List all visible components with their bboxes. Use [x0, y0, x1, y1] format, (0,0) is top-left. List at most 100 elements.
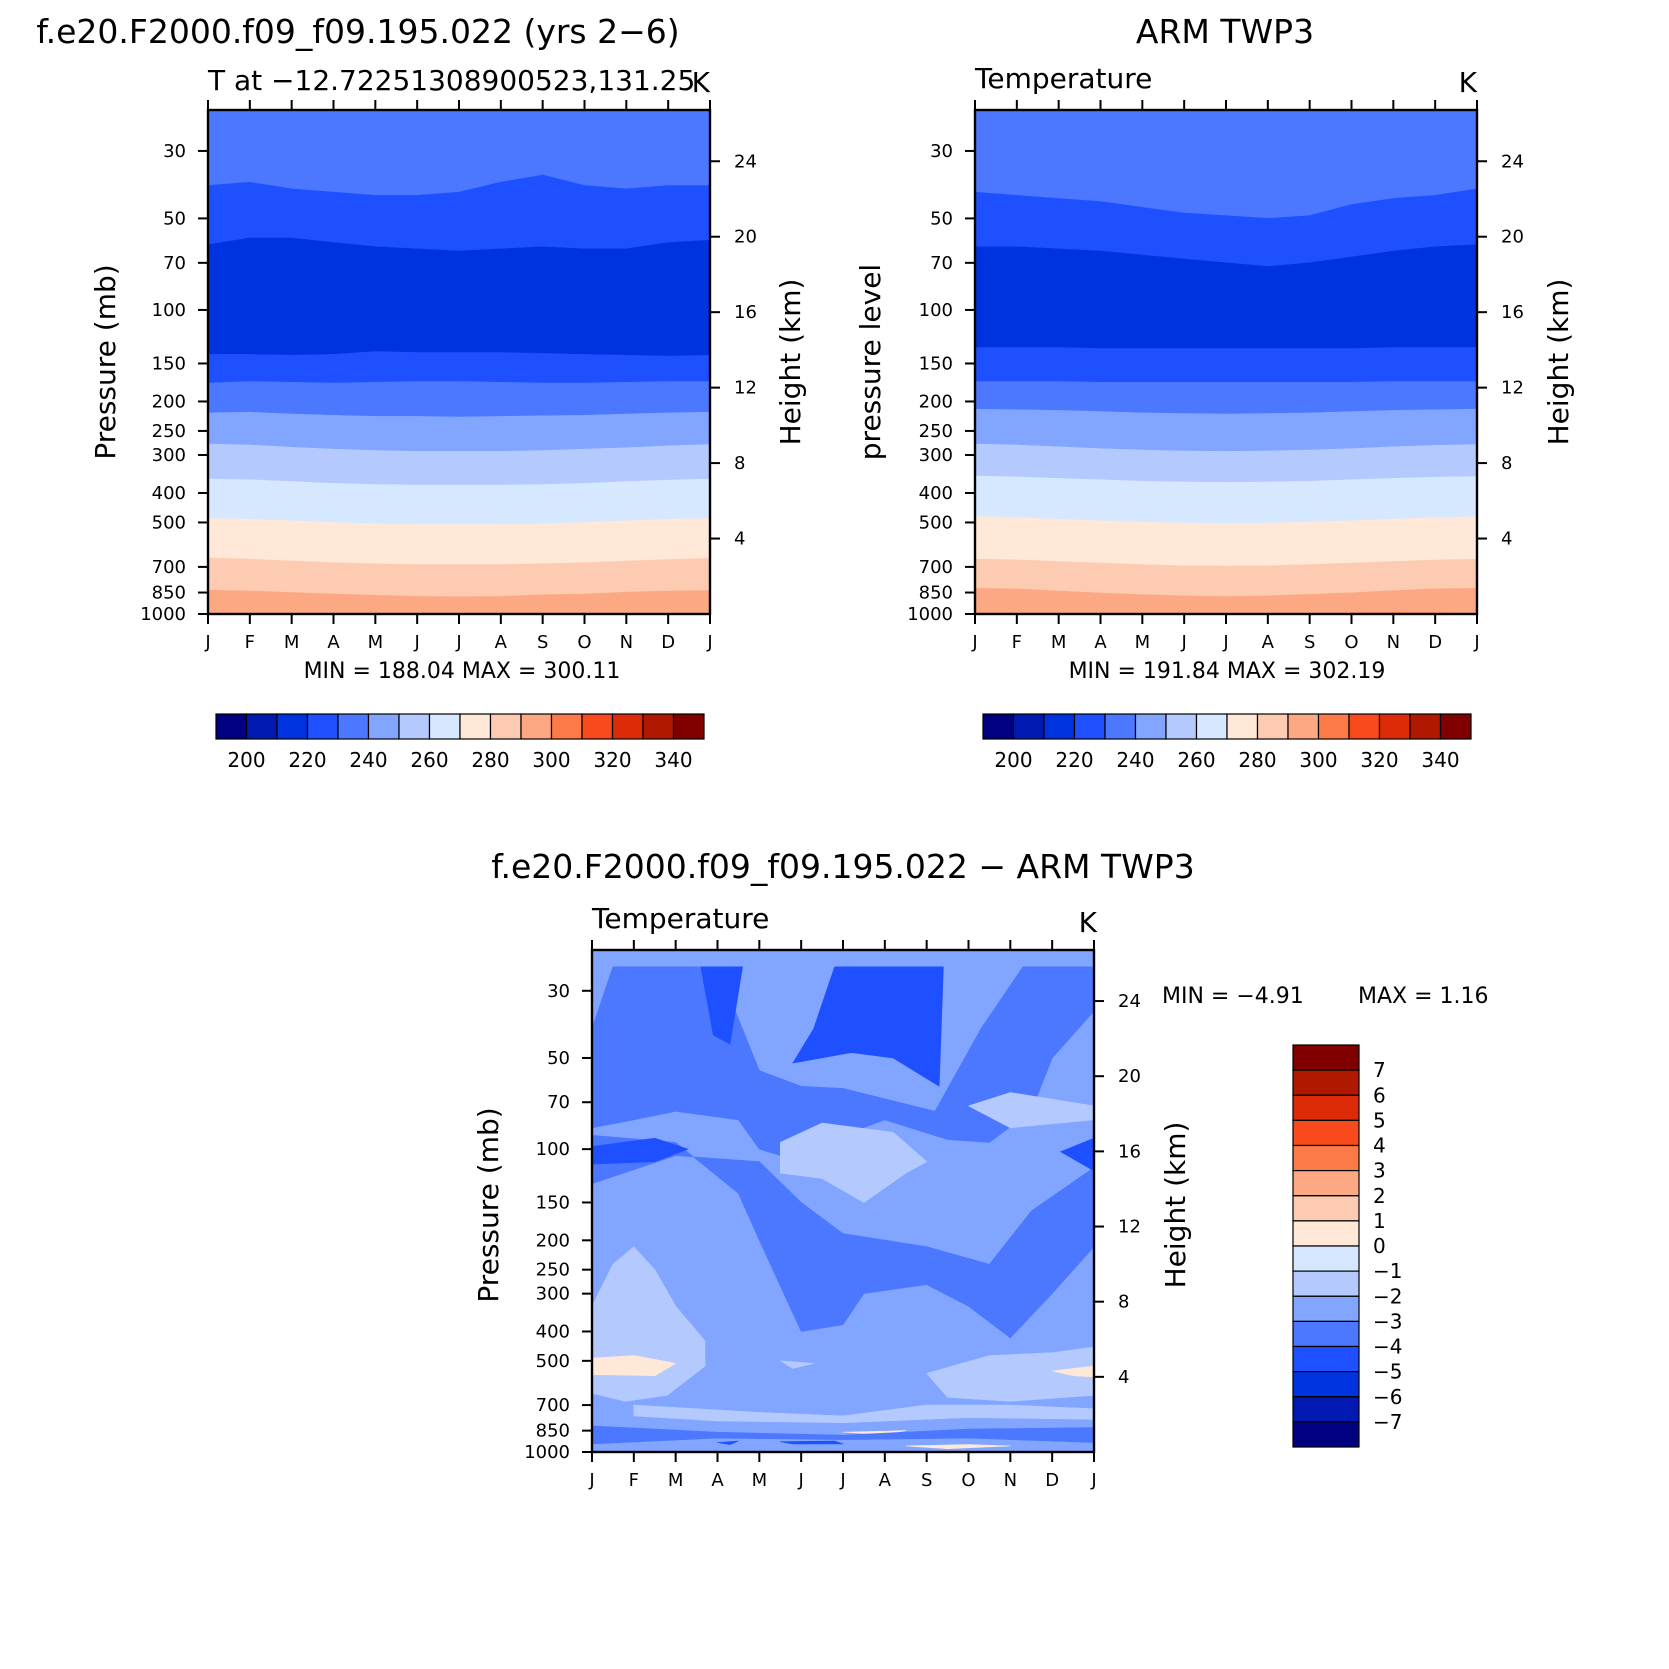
panel-diff-subtitle: Temperature [591, 902, 769, 935]
model-xtick-label: S [537, 632, 548, 653]
model-ytick-label: 250 [152, 421, 186, 442]
diff-colorbar-label: −7 [1373, 1410, 1402, 1434]
panel-diff-max: MAX = 1.16 [1358, 984, 1489, 1009]
obs-contour-band [975, 408, 1477, 452]
diff-xtick-label: J [798, 1470, 804, 1491]
diff-y2tick-label: 12 [1118, 1217, 1141, 1238]
panel-diff-min: MIN = −4.91 [1162, 984, 1304, 1009]
obs-colorbar-swatch [1165, 713, 1198, 740]
obs-ytick-label: 850 [919, 583, 953, 604]
diff-ytick-label: 850 [536, 1421, 570, 1442]
diff-colorbar-label: −3 [1373, 1309, 1402, 1333]
model-xtick-label: D [661, 632, 675, 653]
diff-contour-region [1060, 1137, 1094, 1172]
panel-diff-axes: J F M A M J J A S O N D J 30 50 70 100 150 200 250 300 400 500… [524, 940, 1141, 1491]
diff-colorbar-swatch [1292, 1370, 1360, 1398]
diff-colorbar-swatch [1292, 1421, 1360, 1448]
obs-colorbar-swatch [1012, 713, 1045, 740]
model-ytick-label: 50 [163, 208, 186, 229]
obs-colorbar-label: 280 [1238, 748, 1276, 772]
model-colorbar-swatch [611, 713, 644, 740]
diff-colorbar-swatch [1292, 1044, 1360, 1071]
obs-xtick-label: S [1304, 632, 1315, 653]
diff-contour-region [1051, 1365, 1094, 1378]
obs-colorbar-swatch [1287, 713, 1320, 740]
diff-xtick-label: J [839, 1470, 845, 1491]
diff-y2tick-label: 24 [1118, 991, 1141, 1012]
obs-ytick-label: 100 [919, 300, 953, 321]
obs-xtick-label: A [1262, 632, 1275, 653]
diff-ytick-label: 200 [536, 1230, 570, 1251]
model-xtick-label: J [414, 632, 420, 653]
diff-ytick-label: 250 [536, 1260, 570, 1281]
model-xtick-label: N [620, 632, 633, 653]
obs-colorbar-label: 200 [994, 748, 1032, 772]
panel-diff: f.e20.F2000.f09_f09.195.022 − ARM TWP3 T… [472, 847, 1489, 1491]
diff-colorbar-label: −6 [1373, 1385, 1402, 1409]
model-colorbar-label: 200 [227, 748, 265, 772]
model-colorbar-swatch [398, 713, 431, 740]
diff-colorbar-swatch [1292, 1245, 1360, 1272]
diff-colorbar-swatch [1292, 1119, 1360, 1147]
obs-colorbar-swatch [982, 713, 1015, 740]
model-clipped-field [208, 110, 710, 614]
diff-colorbar-label: −1 [1373, 1259, 1402, 1283]
diff-colorbar-label: 2 [1373, 1184, 1386, 1208]
panel-model-y2label: Height (km) [774, 279, 807, 446]
diff-contour-region [700, 966, 743, 1045]
diff-contour-region [779, 1440, 844, 1445]
obs-ytick-label: 200 [919, 391, 953, 412]
obs-colorbar-swatch [1439, 713, 1472, 740]
model-colorbar-swatch [550, 713, 583, 740]
model-xtick-label: A [327, 632, 340, 653]
diff-ytick-label: 70 [547, 1092, 570, 1113]
model-colorbar-swatch [642, 713, 675, 740]
panel-obs-units: K [1459, 66, 1478, 99]
panel-obs-colorbar: 200 220 240 260 280 300 320 340 [982, 713, 1472, 772]
model-colorbar-label: 260 [410, 748, 448, 772]
diff-xtick-label: D [1045, 1470, 1059, 1491]
panel-model-axes: J F M A M J J A S O N D J 30 50 70 100 150 200 250 300 400 500… [140, 100, 757, 653]
obs-colorbar-label: 260 [1177, 748, 1215, 772]
model-ytick-label: 500 [152, 512, 186, 533]
model-contour-band [208, 237, 710, 357]
model-colorbar-swatch [581, 713, 614, 740]
model-ytick-label: 850 [152, 583, 186, 604]
diff-contour-region [779, 1122, 928, 1203]
diff-y2tick-label: 16 [1118, 1141, 1141, 1162]
panel-diff-contour-field [592, 950, 1094, 1452]
model-xtick-label: F [245, 632, 255, 653]
obs-xtick-label: J [1222, 632, 1228, 653]
diff-xtick-label: N [1004, 1470, 1017, 1491]
obs-colorbar-swatch [1073, 713, 1106, 740]
obs-colorbar-swatch [1409, 713, 1442, 740]
obs-xtick-label: M [1051, 632, 1067, 653]
diff-colorbar-label: −4 [1373, 1335, 1402, 1359]
diff-colorbar-swatch [1292, 1195, 1360, 1222]
diff-contour-region [779, 1360, 815, 1369]
model-colorbar-swatch [672, 713, 705, 740]
diff-contour-region [905, 1444, 1011, 1449]
obs-colorbar-swatch [1348, 713, 1381, 740]
diff-colorbar-label: −2 [1373, 1284, 1402, 1308]
panel-obs-contour-field [975, 110, 1477, 614]
diff-y2tick-label: 20 [1118, 1066, 1141, 1087]
obs-ytick-label: 70 [930, 253, 953, 274]
model-colorbar-swatch [306, 713, 339, 740]
model-ytick-label: 100 [152, 300, 186, 321]
obs-contour-band [975, 347, 1477, 383]
model-contour-band [208, 110, 710, 196]
diff-contour-region [968, 1092, 1094, 1129]
model-y2tick-label: 8 [734, 453, 745, 474]
diff-ytick-label: 150 [536, 1192, 570, 1213]
obs-colorbar-swatch [1226, 713, 1259, 740]
diff-colorbar-swatch [1292, 1094, 1360, 1122]
diff-colorbar-swatch [1292, 1169, 1360, 1197]
obs-ytick-label: 30 [930, 141, 953, 162]
model-xtick-label: J [455, 632, 461, 653]
diff-ytick-label: 1000 [524, 1442, 570, 1463]
model-colorbar-swatch [215, 713, 248, 740]
model-xtick-label: A [495, 632, 508, 653]
diff-colorbar-label: −5 [1373, 1360, 1402, 1384]
obs-colorbar-label: 340 [1421, 748, 1459, 772]
